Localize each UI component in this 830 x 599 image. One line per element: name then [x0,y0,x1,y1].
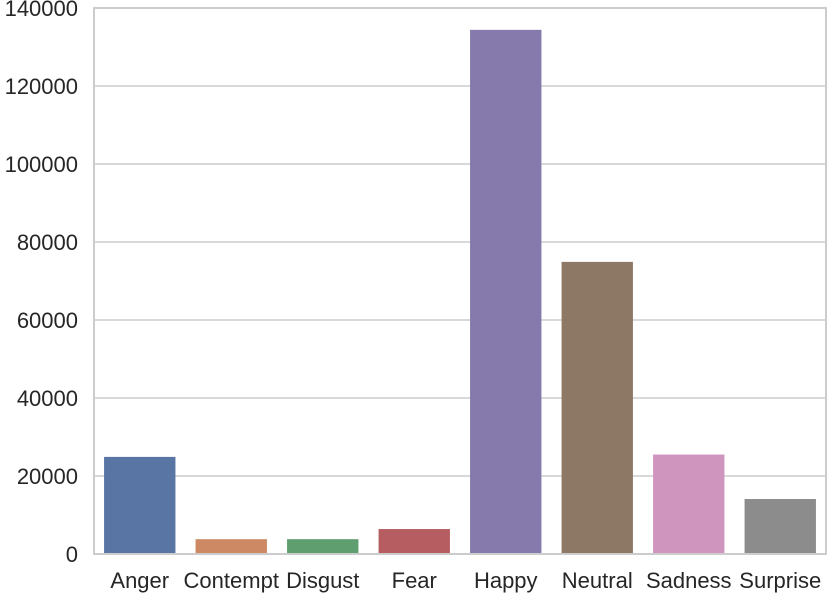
y-tick-label: 100000 [5,152,78,177]
y-tick-label: 0 [66,542,78,567]
x-tick-label: Fear [392,568,437,593]
x-tick-label: Anger [110,568,169,593]
x-tick-label: Surprise [739,568,821,593]
y-tick-label: 80000 [17,230,78,255]
x-tick-label: Contempt [184,568,279,593]
bar-sadness [653,454,725,554]
bar-surprise [744,499,816,554]
y-tick-labels: 0 20000 40000 60000 80000 100000 120000 140000 [5,0,78,567]
bar-contempt [195,539,267,554]
bar-happy [470,29,542,554]
bar-disgust [287,539,359,554]
x-tick-label: Sadness [646,568,732,593]
y-tick-label: 140000 [5,0,78,21]
x-tick-label: Neutral [562,568,633,593]
bar-fear [378,529,450,554]
axes-frame [93,7,827,555]
plot-frame [93,7,827,555]
y-tick-label: 120000 [5,74,78,99]
bars [104,29,816,554]
bar-neutral [561,261,633,554]
x-tick-labels: Anger Contempt Disgust Fear Happy Neutral Sadn… [110,568,821,593]
bar-anger [104,456,176,554]
x-tick-label: Happy [474,568,538,593]
gridlines [94,7,826,555]
y-tick-label: 20000 [17,464,78,489]
x-tick-label: Disgust [286,568,359,593]
y-tick-label: 60000 [17,308,78,333]
y-tick-label: 40000 [17,386,78,411]
